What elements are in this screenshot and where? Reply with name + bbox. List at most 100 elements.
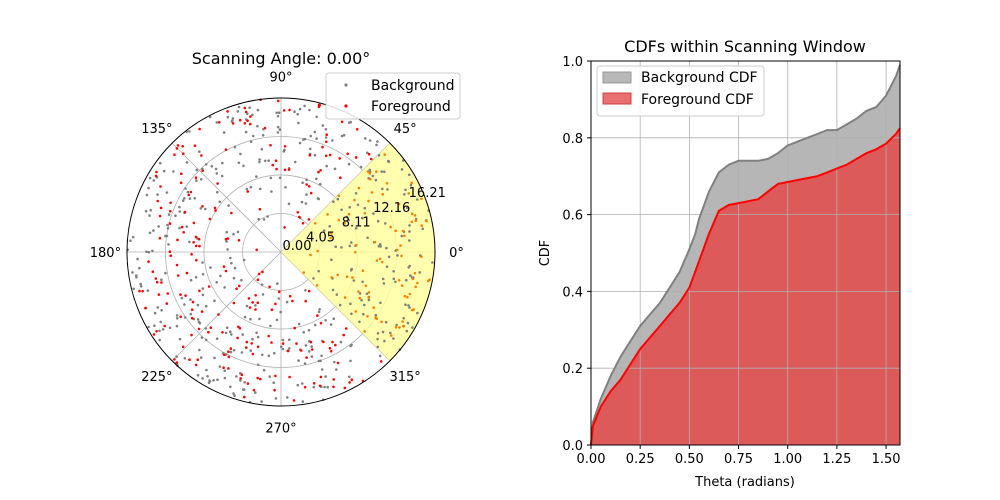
background-point xyxy=(226,115,230,119)
foreground-point xyxy=(375,317,379,320)
foreground-point xyxy=(261,270,264,274)
foreground-point xyxy=(173,358,176,361)
foreground-point xyxy=(240,373,244,377)
foreground-point xyxy=(198,244,201,248)
foreground-point xyxy=(138,289,141,293)
background-point xyxy=(254,391,257,394)
foreground-point xyxy=(201,169,204,172)
foreground-point xyxy=(238,284,241,288)
background-point xyxy=(223,369,226,373)
background-point xyxy=(300,200,304,204)
background-point xyxy=(366,236,369,240)
background-point xyxy=(321,124,325,127)
background-point xyxy=(249,349,252,352)
foreground-point xyxy=(316,249,320,253)
foreground-point xyxy=(281,342,285,345)
radial-tick-label: 4.05 xyxy=(306,230,335,245)
background-point xyxy=(249,317,252,321)
foreground-point xyxy=(325,133,329,136)
foreground-point xyxy=(226,237,230,240)
foreground-point xyxy=(334,343,337,347)
background-point xyxy=(144,209,148,213)
foreground-point xyxy=(168,222,172,225)
background-point xyxy=(416,311,419,315)
cdf-legend-box xyxy=(596,65,765,117)
foreground-point xyxy=(180,172,183,175)
background-point xyxy=(267,159,270,162)
foreground-point xyxy=(316,314,319,317)
background-point xyxy=(315,115,319,119)
foreground-point xyxy=(263,126,267,130)
foreground-point xyxy=(141,289,144,293)
foreground-point xyxy=(288,294,292,298)
background-point xyxy=(243,381,246,384)
foreground-point xyxy=(243,395,246,399)
foreground-point xyxy=(292,399,296,402)
background-point xyxy=(175,355,178,358)
background-point xyxy=(284,186,287,189)
foreground-point xyxy=(413,214,417,217)
background-point xyxy=(176,317,179,320)
background-point xyxy=(406,206,409,210)
background-point xyxy=(168,326,172,330)
foreground-point xyxy=(367,296,371,299)
foreground-point xyxy=(223,353,226,357)
foreground-point xyxy=(246,190,249,193)
background-point xyxy=(400,168,404,171)
foreground-point xyxy=(336,361,340,365)
background-point xyxy=(396,254,399,257)
foreground-point xyxy=(383,153,387,156)
background-point xyxy=(158,338,161,342)
foreground-point xyxy=(342,333,346,337)
angle-tick-label: 45° xyxy=(394,122,417,137)
background-point xyxy=(380,170,384,173)
foreground-point xyxy=(198,127,201,131)
background-point xyxy=(288,338,291,342)
foreground-point xyxy=(309,253,312,257)
legend-label-foreground: Foreground xyxy=(371,99,451,115)
foreground-point xyxy=(354,251,357,254)
background-point xyxy=(272,381,276,385)
background-point xyxy=(189,278,193,282)
foreground-point xyxy=(208,217,212,221)
background-point xyxy=(301,400,305,403)
foreground-point xyxy=(400,284,404,287)
foreground-point xyxy=(181,145,184,148)
background-point xyxy=(333,360,336,364)
background-point xyxy=(349,302,352,306)
foreground-point xyxy=(283,145,287,148)
background-point xyxy=(374,313,378,317)
foreground-point xyxy=(308,154,312,157)
background-point xyxy=(261,134,265,137)
background-point xyxy=(407,266,411,269)
foreground-point xyxy=(169,209,172,213)
foreground-point xyxy=(194,244,198,248)
foreground-point xyxy=(321,145,324,149)
background-point xyxy=(348,206,352,209)
background-point xyxy=(332,317,336,321)
background-point xyxy=(376,332,380,335)
cdf-y-ticks: 0.0 0.2 0.4 0.6 0.8 1.0 xyxy=(562,55,591,454)
background-point xyxy=(275,318,279,322)
background-point xyxy=(201,377,204,380)
background-point xyxy=(156,193,159,196)
foreground-point xyxy=(298,215,301,219)
background-point xyxy=(258,317,261,321)
foreground-point xyxy=(229,347,233,350)
foreground-point xyxy=(231,122,235,125)
background-point xyxy=(222,131,226,134)
background-point xyxy=(349,359,352,363)
polar-legend-box xyxy=(325,72,461,120)
background-point xyxy=(166,227,170,230)
foreground-point xyxy=(380,260,384,264)
background-point xyxy=(382,282,386,285)
foreground-point xyxy=(307,289,311,293)
foreground-point xyxy=(407,192,411,195)
foreground-point xyxy=(399,244,402,247)
background-point xyxy=(283,148,286,152)
foreground-point xyxy=(270,308,274,312)
foreground-point xyxy=(413,271,417,275)
background-point xyxy=(322,229,326,232)
foreground-point xyxy=(256,345,260,349)
foreground-point xyxy=(319,375,323,379)
